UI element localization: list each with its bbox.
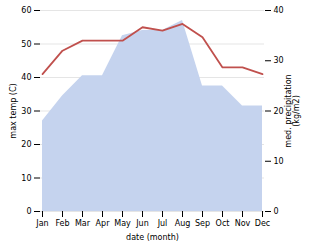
svg-text:Jan: Jan <box>35 219 48 228</box>
svg-text:60: 60 <box>21 6 31 15</box>
svg-text:Jun: Jun <box>135 219 149 228</box>
svg-text:10: 10 <box>274 157 284 166</box>
svg-text:max temp (C): max temp (C) <box>9 83 18 138</box>
svg-text:Mar: Mar <box>75 219 91 228</box>
svg-text:Jul: Jul <box>157 219 168 228</box>
svg-text:Dec: Dec <box>255 219 270 228</box>
svg-text:10: 10 <box>21 174 31 183</box>
svg-text:Oct: Oct <box>216 219 230 228</box>
svg-text:20: 20 <box>21 140 31 149</box>
svg-text:0: 0 <box>26 207 31 216</box>
svg-text:30: 30 <box>21 107 31 116</box>
svg-text:0: 0 <box>274 207 279 216</box>
svg-text:30: 30 <box>274 56 284 65</box>
svg-text:40: 40 <box>274 6 284 15</box>
svg-text:Apr: Apr <box>96 219 111 228</box>
svg-text:date (month): date (month) <box>126 233 179 242</box>
svg-text:Aug: Aug <box>175 219 191 228</box>
svg-text:50: 50 <box>21 40 31 49</box>
svg-text:20: 20 <box>274 107 284 116</box>
svg-text:Nov: Nov <box>235 219 251 228</box>
svg-text:Sep: Sep <box>195 219 210 228</box>
svg-text:med. precipitation(kg/m2): med. precipitation(kg/m2) <box>284 74 301 147</box>
svg-text:40: 40 <box>21 73 31 82</box>
svg-text:Feb: Feb <box>55 219 69 228</box>
svg-text:May: May <box>114 219 131 228</box>
